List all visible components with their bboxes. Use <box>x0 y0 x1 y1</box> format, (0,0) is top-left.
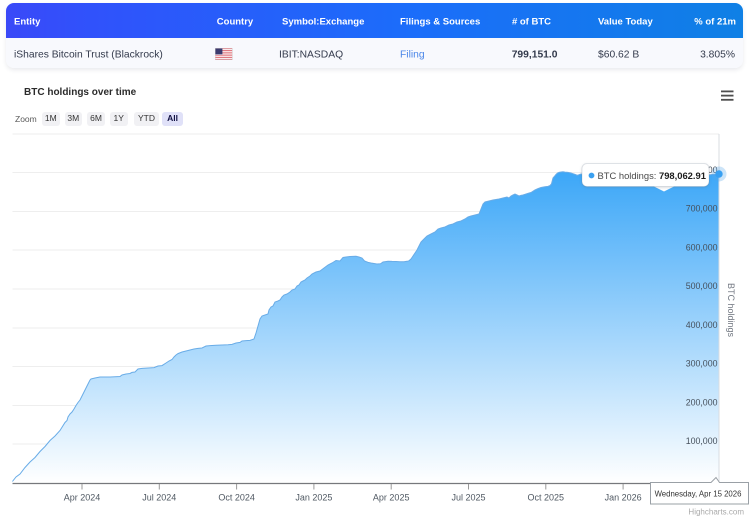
svg-text:Apr 2025: Apr 2025 <box>373 493 410 503</box>
svg-text:400,000: 400,000 <box>686 320 718 330</box>
svg-text:BTC holdings: 798,062.91: BTC holdings: 798,062.91 <box>598 170 706 181</box>
svg-text:Jul 2025: Jul 2025 <box>451 493 485 503</box>
svg-text:Wednesday, Apr 15 2026: Wednesday, Apr 15 2026 <box>655 490 742 499</box>
svg-text:600,000: 600,000 <box>686 242 718 252</box>
svg-text:Oct 2025: Oct 2025 <box>528 493 565 503</box>
svg-text:100,000: 100,000 <box>686 436 718 446</box>
svg-text:BTC holdings: BTC holdings <box>726 283 736 338</box>
svg-text:200,000: 200,000 <box>686 397 718 407</box>
svg-text:Jul 2024: Jul 2024 <box>142 493 176 503</box>
svg-text:Jan 2025: Jan 2025 <box>295 493 332 503</box>
svg-text:Oct 2024: Oct 2024 <box>218 493 255 503</box>
svg-text:Apr 2024: Apr 2024 <box>64 493 101 503</box>
svg-text:500,000: 500,000 <box>686 281 718 291</box>
svg-text:Highcharts.com: Highcharts.com <box>688 508 744 517</box>
svg-text:700,000: 700,000 <box>686 204 718 214</box>
svg-text:Jan 2026: Jan 2026 <box>605 493 642 503</box>
svg-text:300,000: 300,000 <box>686 359 718 369</box>
